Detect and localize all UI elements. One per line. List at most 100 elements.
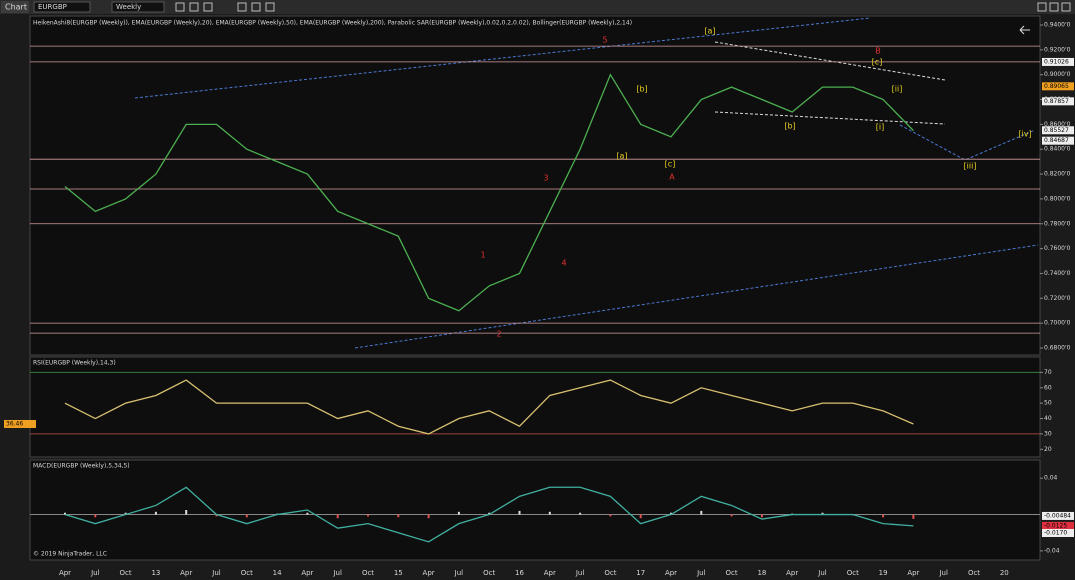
drawing-icon[interactable]	[251, 2, 261, 12]
y-tick-label: 60	[1044, 384, 1052, 391]
x-tick-label: 13	[151, 569, 160, 577]
x-tick-label: Oct	[726, 569, 738, 577]
macd-panel	[29, 459, 1041, 561]
x-tick-label: 14	[273, 569, 282, 577]
period-label: Weekly	[116, 3, 141, 11]
wave-label: 5	[602, 36, 607, 45]
y-tick-label: -0.04	[1044, 547, 1060, 554]
histogram-bar	[760, 514, 763, 518]
price-line	[64, 73, 914, 312]
price-marker	[1042, 521, 1074, 530]
y-tick-label: 0.7200'0	[1044, 295, 1071, 302]
crosshair-icon[interactable]	[237, 2, 247, 12]
price-marker-label: 0.84687	[1044, 137, 1069, 144]
histogram-bar	[670, 512, 672, 515]
histogram-bar	[336, 514, 339, 519]
y-tick-label: 40	[1044, 415, 1052, 422]
maximize-icon[interactable]	[1049, 2, 1059, 12]
x-tick-label: 20	[1000, 569, 1009, 577]
x-tick-label: 19	[879, 569, 888, 577]
zoom-icon[interactable]	[189, 2, 199, 12]
toolbar-icons	[175, 2, 1071, 12]
histogram-bar	[912, 514, 915, 519]
x-tick-label: Jul	[211, 569, 221, 577]
y-tick-label: 0.8200'0	[1044, 171, 1071, 178]
wave-label: 3	[543, 174, 548, 183]
histogram-bar	[548, 511, 551, 515]
macd-indicators: MACD(EURGBP (Weekly),5,34,5)	[33, 463, 130, 470]
instrument-select[interactable]	[33, 1, 91, 13]
y-tick-label: 0.04	[1044, 475, 1058, 482]
price-marker-label: 36.46	[6, 420, 23, 427]
text-icon[interactable]	[265, 2, 275, 12]
wave-label: [b]	[784, 122, 795, 131]
x-tick-label: Jul	[696, 569, 706, 577]
wave-label: [c]	[665, 160, 676, 169]
x-tick-label: Jul	[575, 569, 585, 577]
macd-line	[64, 486, 914, 543]
y-tick-label: 0.7000'0	[1044, 320, 1071, 327]
chart-tab-label: Chart	[5, 3, 27, 12]
price-marker	[1042, 529, 1074, 537]
x-tick-label: Apr	[301, 569, 313, 577]
price-panel	[29, 15, 1041, 356]
histogram-bar	[154, 511, 157, 515]
histogram-bar	[609, 514, 612, 517]
x-tick-label: Oct	[604, 569, 616, 577]
back-arrow[interactable]	[1019, 25, 1030, 35]
x-tick-label: Apr	[907, 569, 919, 577]
price-marker	[1042, 82, 1074, 91]
minimize-icon[interactable]	[1037, 2, 1047, 12]
wave-label: B	[875, 47, 881, 56]
y-tick-label: 0.8600'0	[1044, 121, 1071, 128]
price-marker	[1042, 511, 1074, 520]
histogram-bar	[730, 514, 733, 517]
channel-bottom	[354, 244, 1039, 349]
price-marker	[4, 419, 36, 428]
x-tick-label: Oct	[241, 569, 253, 577]
wave-label: A	[669, 173, 675, 182]
bars-icon[interactable]	[175, 2, 185, 12]
histogram-bar	[124, 512, 127, 515]
x-tick-label: Apr	[544, 569, 556, 577]
y-tick-label: 0.9000'0	[1044, 71, 1071, 78]
y-tick-label: 0.8400'0	[1044, 146, 1071, 153]
close-icon[interactable]	[1061, 2, 1071, 12]
wave-label: [i]	[876, 123, 884, 132]
histogram-bar	[94, 514, 97, 518]
x-tick-label: Apr	[423, 569, 435, 577]
rsi-line	[64, 379, 914, 435]
x-tick-label: Oct	[847, 569, 859, 577]
histogram-bar	[579, 512, 582, 515]
price-marker-label: -0.0170	[1044, 530, 1067, 537]
y-tick-label: 30	[1044, 430, 1052, 437]
price-marker	[1042, 136, 1074, 145]
x-tick-label: Apr	[180, 569, 192, 577]
histogram-bar	[245, 514, 248, 518]
y-tick-label: 0.7400'0	[1044, 270, 1071, 277]
price-marker-label: 0.85527	[1044, 127, 1069, 134]
chart-tab[interactable]	[1, 1, 29, 13]
wave-label: [ii]	[892, 85, 903, 94]
x-tick-label: Apr	[59, 569, 71, 577]
price-marker	[1042, 97, 1074, 106]
x-tick-label: Apr	[786, 569, 798, 577]
x-tick-label: 16	[515, 569, 524, 577]
x-tick-label: 18	[757, 569, 766, 577]
properties-icon[interactable]	[203, 2, 213, 12]
price-marker-label: 0.87857	[1044, 98, 1069, 105]
x-tick-label: Apr	[665, 569, 677, 577]
x-tick-label: Oct	[362, 569, 374, 577]
histogram-bar	[639, 514, 642, 519]
instrument-label: EURGBP	[38, 3, 67, 11]
period-select[interactable]	[111, 1, 165, 13]
wave-label: 4	[561, 259, 566, 268]
x-tick-label: 15	[394, 569, 403, 577]
x-tick-label: 17	[636, 569, 645, 577]
price-marker-label: 0.91026	[1044, 58, 1069, 65]
wedge-bottom	[714, 111, 946, 125]
wave-label: [iv]	[1018, 130, 1031, 139]
price-marker-label: 0.89065	[1044, 83, 1069, 90]
